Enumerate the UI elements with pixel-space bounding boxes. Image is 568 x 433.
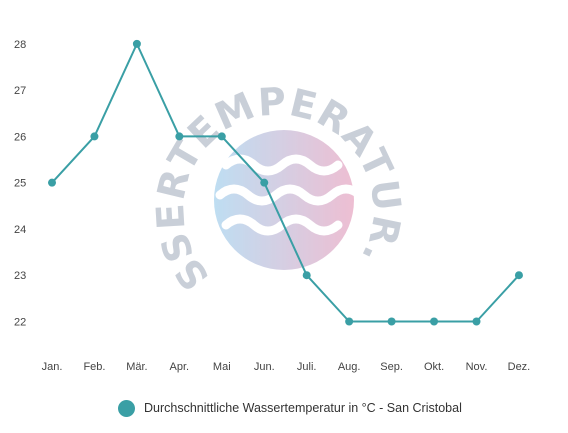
x-tick-label: Jun. [254, 361, 275, 373]
x-tick-label: Mär. [126, 361, 147, 373]
data-point[interactable] [48, 178, 56, 187]
y-tick-label: 24 [14, 224, 26, 236]
x-tick-label: Juli. [297, 361, 317, 373]
series-group [48, 39, 523, 326]
y-tick-label: 28 [14, 39, 26, 51]
y-tick-label: 26 [14, 131, 26, 143]
data-point[interactable] [175, 132, 184, 141]
x-tick-label: Okt. [424, 361, 444, 373]
legend[interactable]: Durchschnittliche Wassertemperatur in °C… [118, 398, 462, 418]
x-tick-label: Mai [213, 361, 231, 373]
data-point[interactable] [387, 317, 396, 326]
y-axis: 22 23 24 25 26 27 28 [14, 39, 26, 329]
watermark-wave-icon [215, 184, 365, 206]
legend-marker-icon [118, 399, 135, 417]
data-point[interactable] [302, 271, 311, 280]
x-tick-label: Nov. [466, 361, 488, 373]
watermark-wave-icon [221, 214, 343, 236]
data-point[interactable] [430, 317, 439, 326]
data-point[interactable] [132, 39, 141, 48]
y-tick-label: 25 [14, 178, 26, 190]
x-tick-label: Aug. [338, 361, 361, 373]
x-tick-label: Feb. [83, 361, 105, 373]
y-tick-label: 22 [14, 316, 26, 328]
y-tick-label: 23 [14, 270, 26, 282]
data-point[interactable] [472, 317, 481, 326]
watermark-wave-icon [221, 154, 343, 176]
watermark-text: WASSERTEMPERATUR.ORG [0, 0, 409, 298]
x-tick-label: Dez. [508, 361, 531, 373]
y-tick-label: 27 [14, 85, 26, 97]
data-point[interactable] [514, 271, 523, 280]
data-point[interactable] [345, 317, 354, 326]
x-tick-label: Apr. [170, 361, 190, 373]
data-point[interactable] [217, 132, 226, 141]
x-tick-label: Jan. [42, 361, 63, 373]
data-point[interactable] [260, 178, 269, 187]
legend-label: Durchschnittliche Wassertemperatur in °C… [144, 401, 462, 415]
data-point[interactable] [90, 132, 99, 141]
series-line [51, 42, 520, 323]
x-axis: Jan. Feb. Mär. Apr. Mai Jun. Juli. Aug. Sep. Okt.… [42, 361, 531, 373]
watermark-logo: WASSERTEMPERATUR.ORG [0, 0, 409, 298]
x-tick-label: Sep. [380, 361, 403, 373]
